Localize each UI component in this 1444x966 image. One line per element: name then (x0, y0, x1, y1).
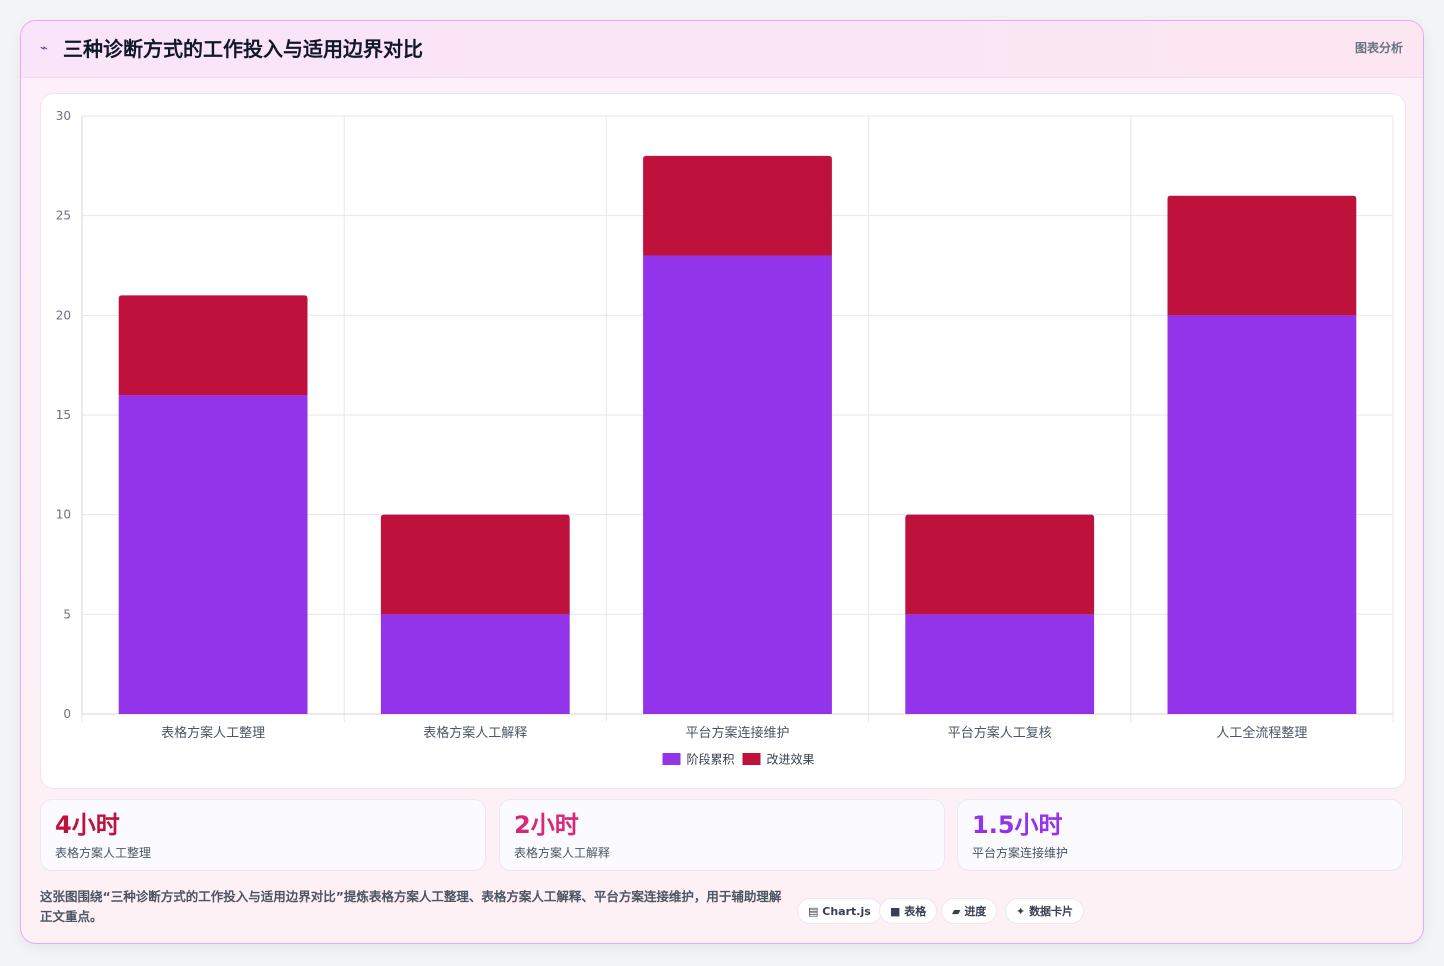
tag-table[interactable]: ■ 表格 (879, 898, 938, 924)
y-tick-label: 0 (63, 707, 71, 721)
x-tick-label: 表格方案人工解释 (423, 725, 527, 741)
y-tick-label: 20 (56, 308, 71, 322)
tag-label: Chart.js (822, 905, 871, 918)
stat-label: 表格方案人工解释 (514, 846, 611, 860)
tag-label: 进度 (964, 905, 987, 918)
y-tick-label: 10 (56, 508, 71, 522)
stat-card: 1.5小时 平台方案连接维护 (957, 799, 1403, 871)
tag-data-card[interactable]: ✦ 数据卡片 (1005, 898, 1085, 924)
stat-card: 4小时 表格方案人工整理 (40, 799, 486, 871)
tag-progress[interactable]: ▰ 进度 (941, 898, 998, 924)
stat-value: 4小时 (55, 811, 120, 839)
stat-card: 2小时 表格方案人工解释 (499, 799, 945, 871)
y-tick-label: 30 (56, 109, 71, 123)
legend-swatch (662, 753, 681, 765)
chart-panel: 0 5 10 15 20 25 30 表格方案人工整理 表格方案人工解释 平台方案连接维护 平台方案… (40, 93, 1406, 789)
stat-value: 1.5小时 (972, 811, 1063, 839)
stat-cards: 4小时 表格方案人工整理 2小时 表格方案人工解释 1.5小时 平台方案连接维护 (40, 799, 1406, 871)
x-tick-label: 表格方案人工整理 (161, 725, 265, 741)
stat-label: 平台方案连接维护 (972, 846, 1069, 860)
stat-label: 表格方案人工整理 (55, 846, 152, 860)
bar-segment (118, 395, 308, 714)
y-tick-label: 15 (56, 408, 71, 422)
x-tick-label: 平台方案人工复核 (948, 725, 1052, 741)
bar-segment (1167, 195, 1357, 316)
x-tick-label: 人工全流程整理 (1216, 725, 1307, 741)
tag-label: 表格 (904, 905, 927, 918)
bar-segment (643, 255, 832, 715)
card-header: ⌁ 三种诊断方式的工作投入与适用边界对比 图表分析 (21, 21, 1423, 78)
stacked-bar-chart: 0 5 10 15 20 25 30 表格方案人工整理 表格方案人工解释 平台方案连接维护 平台方案… (56, 109, 1394, 767)
chart-line-icon: ⌁ (40, 41, 48, 56)
table-icon: ■ (890, 905, 901, 918)
legend-label: 阶段累积 (687, 752, 735, 767)
chart-icon: ▤ (808, 905, 819, 918)
y-tick-label: 25 (56, 209, 71, 223)
bar-segment (380, 614, 570, 714)
chart-card: ⌁ 三种诊断方式的工作投入与适用边界对比 图表分析 0 5 10 15 20 25 30 表格… (20, 20, 1424, 944)
progress-icon: ▰ (952, 905, 961, 918)
stat-value: 2小时 (514, 811, 579, 839)
legend-swatch (742, 753, 761, 765)
bar-segment (643, 155, 832, 256)
footer-description: 这张图围绕“三种诊断方式的工作投入与适用边界对比”提炼表格方案人工整理、表格方案… (40, 889, 782, 924)
bar-segment (380, 514, 570, 615)
legend-label: 改进效果 (767, 752, 815, 767)
sparkle-icon: ✦ (1016, 905, 1026, 918)
page-title: 三种诊断方式的工作投入与适用边界对比 (63, 37, 423, 61)
tag-label: 数据卡片 (1029, 905, 1074, 918)
x-tick-label: 平台方案连接维护 (685, 725, 789, 741)
y-tick-label: 5 (63, 607, 71, 621)
bar-segment (905, 514, 1095, 615)
tag-chartjs[interactable]: ▤ Chart.js (797, 898, 882, 924)
chart-analysis-label: 图表分析 (1354, 41, 1403, 55)
bar-segment (1167, 315, 1357, 714)
bar-segment (118, 295, 308, 396)
bar-segment (905, 614, 1095, 714)
